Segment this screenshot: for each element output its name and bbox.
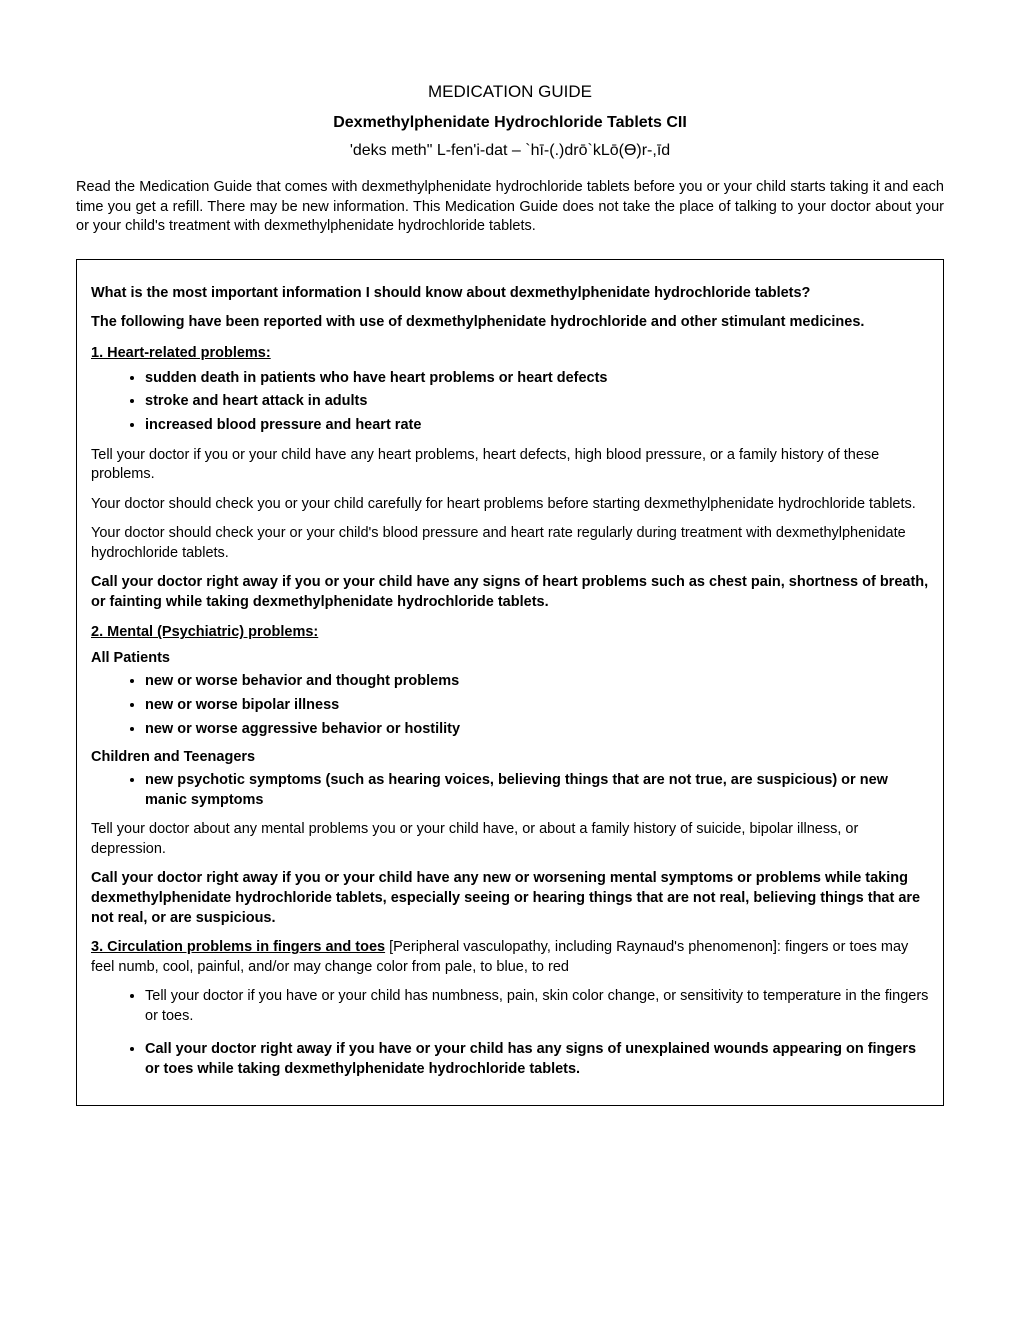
list-item: new or worse bipolar illness — [145, 696, 929, 716]
heart-p1: Tell your doctor if you or your child ha… — [91, 446, 929, 485]
heart-p2: Your doctor should check you or your chi… — [91, 495, 929, 515]
list-item: new or worse behavior and thought proble… — [145, 672, 929, 692]
heading-circulation: 3. Circulation problems in fingers and t… — [91, 938, 929, 977]
list-item: Tell your doctor if you have or your chi… — [145, 987, 929, 1026]
children-list: new psychotic symptoms (such as hearing … — [91, 771, 929, 810]
heart-list: sudden death in patients who have heart … — [91, 369, 929, 436]
list-item: sudden death in patients who have heart … — [145, 369, 929, 389]
mental-call: Call your doctor right away if you or yo… — [91, 869, 929, 928]
page-title-1: MEDICATION GUIDE — [76, 82, 944, 102]
mental-list: new or worse behavior and thought proble… — [91, 672, 929, 739]
list-item: stroke and heart attack in adults — [145, 392, 929, 412]
children-label: Children and Teenagers — [91, 749, 929, 765]
box-question-1: What is the most important information I… — [91, 284, 929, 304]
list-item: new psychotic symptoms (such as hearing … — [145, 771, 929, 810]
intro-paragraph: Read the Medication Guide that comes wit… — [76, 178, 944, 237]
page-title-3: 'deks meth" L-fen'i-dat – `hī-(.)drō`kLō… — [76, 142, 944, 160]
list-item: increased blood pressure and heart rate — [145, 416, 929, 436]
heart-call: Call your doctor right away if you or yo… — [91, 573, 929, 612]
info-box: What is the most important information I… — [76, 259, 944, 1107]
mental-p1: Tell your doctor about any mental proble… — [91, 820, 929, 859]
circulation-list: Tell your doctor if you have or your chi… — [91, 987, 929, 1079]
box-question-2: The following have been reported with us… — [91, 313, 929, 333]
circulation-lead: 3. Circulation problems in fingers and t… — [91, 939, 385, 955]
heading-heart: 1. Heart-related problems: — [91, 345, 929, 361]
list-item: Call your doctor right away if you have … — [145, 1040, 929, 1079]
list-item: new or worse aggressive behavior or host… — [145, 720, 929, 740]
page: MEDICATION GUIDE Dexmethylphenidate Hydr… — [0, 0, 1020, 1320]
all-patients-label: All Patients — [91, 650, 929, 666]
heart-p3: Your doctor should check your or your ch… — [91, 524, 929, 563]
page-title-2: Dexmethylphenidate Hydrochloride Tablets… — [76, 114, 944, 132]
heading-mental: 2. Mental (Psychiatric) problems: — [91, 624, 929, 640]
